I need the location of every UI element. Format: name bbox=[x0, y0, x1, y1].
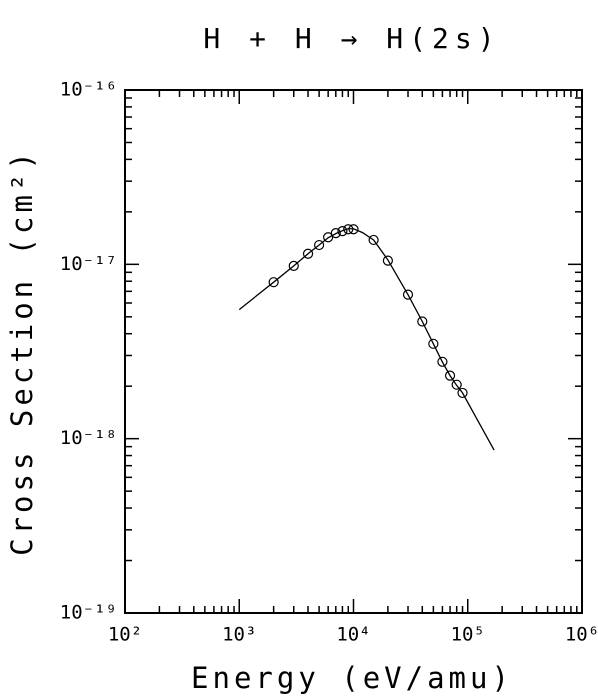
plot-frame bbox=[124, 89, 583, 614]
data-point bbox=[457, 387, 468, 399]
y-tick-label: 10⁻¹⁷ bbox=[60, 253, 117, 275]
y-tick-label: 10⁻¹⁶ bbox=[60, 79, 117, 101]
data-point bbox=[302, 248, 314, 259]
data-point bbox=[330, 228, 341, 239]
data-point bbox=[268, 277, 279, 288]
data-point bbox=[428, 338, 439, 349]
x-tick-label: 10⁶ bbox=[565, 624, 598, 646]
data-point bbox=[437, 356, 448, 367]
fit-line bbox=[238, 228, 495, 451]
data-point bbox=[451, 379, 462, 390]
data-point bbox=[348, 224, 359, 235]
x-axis-label: Energy (eV/amu) bbox=[191, 661, 513, 695]
data-point bbox=[402, 289, 414, 300]
y-tick-label: 10⁻¹⁸ bbox=[60, 427, 117, 449]
data-point bbox=[288, 260, 299, 271]
data-point bbox=[417, 316, 428, 327]
x-tick-label: 10⁵ bbox=[451, 624, 485, 646]
data-point bbox=[323, 232, 334, 243]
data-point bbox=[337, 226, 348, 237]
data-point bbox=[382, 255, 393, 266]
y-tick-label: 10⁻¹⁹ bbox=[60, 602, 117, 624]
data-point bbox=[368, 234, 379, 246]
chart-title: H + H → H(2s) bbox=[203, 22, 500, 55]
x-tick-label: 10² bbox=[108, 624, 142, 646]
data-point bbox=[444, 370, 456, 381]
data-point bbox=[314, 239, 325, 251]
x-tick-label: 10⁴ bbox=[336, 624, 370, 646]
y-axis-label: Cross Section (cm²) bbox=[5, 148, 39, 556]
data-point bbox=[343, 224, 354, 235]
x-tick-label: 10³ bbox=[222, 624, 256, 646]
